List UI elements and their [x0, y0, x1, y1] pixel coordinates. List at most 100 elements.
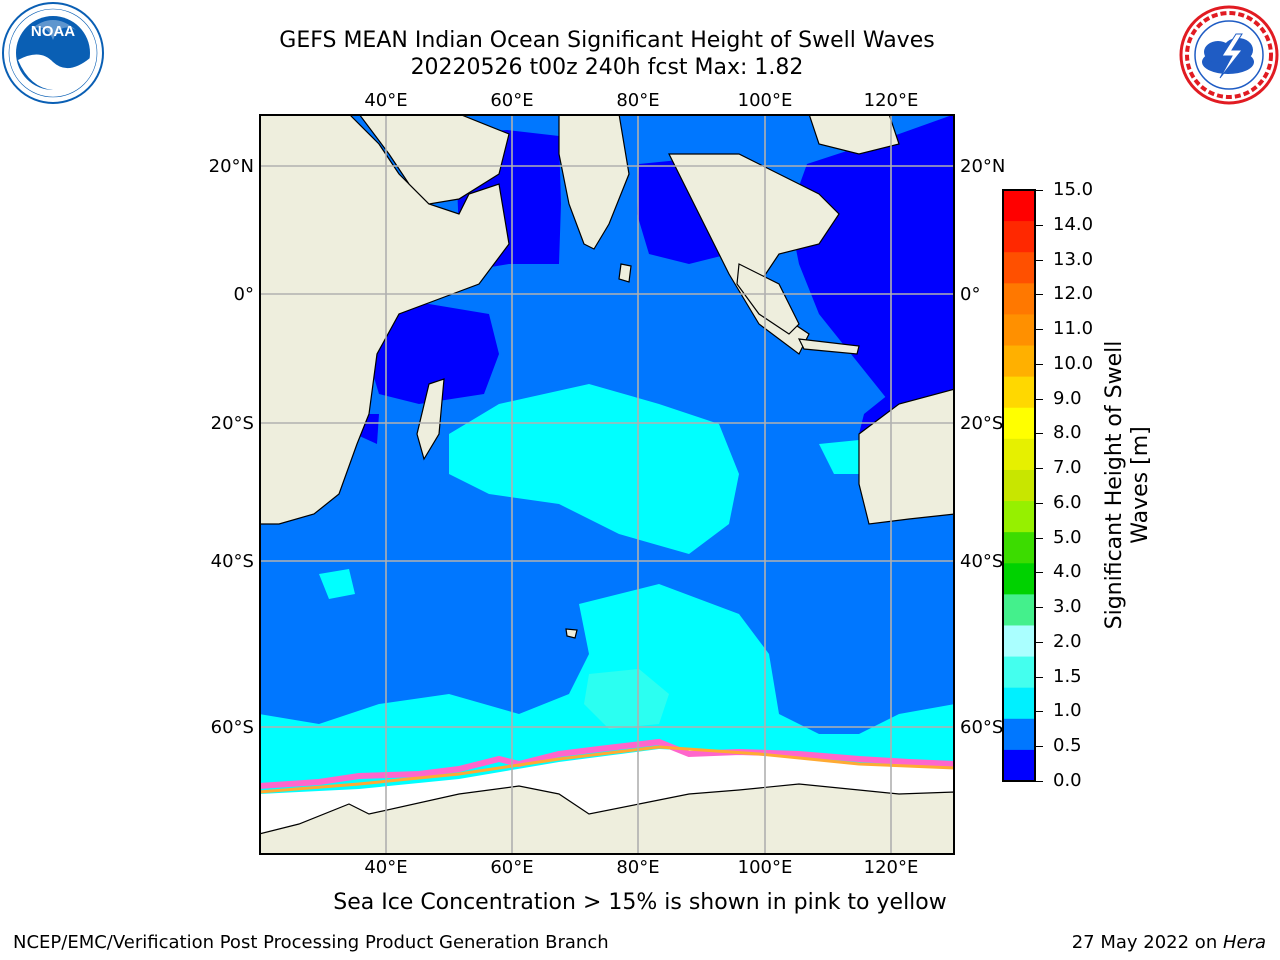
map-subtitle: 20220526 t00z 240h fcst Max: 1.82 — [410, 55, 804, 80]
footer-host: Hera — [1222, 932, 1266, 953]
ice-edge — [259, 738, 955, 789]
colorbar-title-line2: Waves [m] — [1128, 426, 1153, 544]
land-kerguelen — [565, 628, 578, 639]
colorbar-tick-label: 12.0 — [1053, 283, 1094, 305]
lat-label-right-60s: 60°S — [960, 717, 1004, 738]
lon-label-bottom-40e: 40°E — [364, 857, 408, 878]
colorbar-tick-label: 5.0 — [1053, 526, 1082, 548]
colorbar-swatch — [1003, 469, 1035, 502]
colorbar-swatch — [1003, 563, 1035, 595]
colorbar — [1002, 189, 1036, 782]
colorbar-tick — [1036, 224, 1043, 226]
colorbar-tick — [1036, 502, 1043, 504]
land — [259, 114, 955, 855]
colorbar-tick — [1036, 537, 1043, 539]
colorbar-tick-label: 3.0 — [1053, 596, 1082, 618]
colorbar-tick — [1036, 607, 1043, 609]
colorbar-title-line1: Significant Height of Swell — [1102, 340, 1127, 630]
lat-label-right-0: 0° — [960, 284, 981, 305]
footer-date-text: 27 May 2022 on — [1071, 932, 1223, 953]
colorbar-tick — [1036, 259, 1043, 261]
colorbar-tick — [1036, 398, 1043, 400]
lon-label-top-120e: 120°E — [863, 90, 919, 111]
land-antarctica — [259, 783, 955, 855]
lon-label-bottom-120e: 120°E — [863, 857, 919, 878]
lat-label-left-40s: 40°S — [210, 551, 254, 572]
colorbar-tick-label: 2.0 — [1053, 630, 1082, 652]
lat-label-right-40s: 40°S — [960, 551, 1004, 572]
lat-label-left-0: 0° — [233, 284, 254, 305]
colorbar-tick-label: 7.0 — [1053, 457, 1082, 479]
colorbar-tick — [1036, 329, 1043, 331]
lon-label-bottom-60e: 60°E — [490, 857, 534, 878]
colorbar-tick — [1036, 363, 1043, 365]
colorbar-tick — [1036, 746, 1043, 748]
colorbar-swatch — [1003, 252, 1035, 284]
colorbar-tick — [1036, 711, 1043, 713]
colorbar-tick-label: 1.0 — [1053, 700, 1082, 722]
nws-logo — [1179, 5, 1279, 105]
colorbar-swatch — [1003, 376, 1035, 409]
colorbar-swatch — [1003, 501, 1035, 533]
colorbar-swatch — [1003, 625, 1035, 658]
graticule — [259, 114, 955, 855]
land-asia-north — [808, 114, 900, 155]
colorbar-tick-label: 9.0 — [1053, 387, 1082, 409]
land-madagascar — [416, 378, 445, 461]
colorbar-swatch — [1003, 345, 1035, 378]
colorbar-tick-label: 1.5 — [1053, 665, 1082, 687]
lat-label-left-20n: 20°N — [208, 156, 254, 177]
colorbar-tick — [1036, 572, 1043, 574]
lon-label-top-100e: 100°E — [737, 90, 793, 111]
lat-label-left-20s: 20°S — [210, 413, 254, 434]
ice-edge-inner — [259, 745, 955, 794]
colorbar-swatch — [1003, 687, 1035, 720]
colorbar-swatch — [1003, 532, 1035, 564]
ocean-map — [259, 114, 955, 855]
colorbar-tick — [1036, 641, 1043, 643]
colorbar-border — [1002, 189, 1036, 782]
lat-label-right-20n: 20°N — [960, 156, 1006, 177]
lon-label-top-40e: 40°E — [364, 90, 408, 111]
colorbar-swatch — [1003, 718, 1035, 751]
land-java — [797, 338, 860, 355]
colorbar-tick-label: 4.0 — [1053, 561, 1082, 583]
noaa-logo-text: NOAA — [31, 23, 75, 40]
lon-label-top-80e: 80°E — [616, 90, 660, 111]
colorbar-tick-label: 14.0 — [1053, 213, 1094, 235]
colorbar-swatch — [1003, 407, 1035, 440]
colorbar-tick-label: 0.0 — [1053, 770, 1082, 791]
land-sumatra — [736, 263, 800, 335]
colorbar-tick — [1036, 676, 1043, 678]
colorbar-swatch — [1003, 438, 1035, 471]
colorbar-tick-label: 8.0 — [1053, 422, 1082, 444]
colorbar-swatch — [1003, 190, 1035, 222]
colorbar-swatch — [1003, 221, 1035, 253]
colorbar-swatch — [1003, 656, 1035, 689]
colorbar-tick — [1036, 781, 1043, 782]
land-india — [558, 114, 630, 250]
lat-label-left-60s: 60°S — [210, 717, 254, 738]
lon-label-top-60e: 60°E — [490, 90, 534, 111]
colorbar-tick — [1036, 294, 1043, 296]
colorbar-tick-label: 11.0 — [1053, 318, 1094, 340]
map-title: GEFS MEAN Indian Ocean Significant Heigh… — [279, 28, 935, 53]
footer-branch: NCEP/EMC/Verification Post Processing Pr… — [13, 932, 609, 953]
sea-ice-caption: Sea Ice Concentration > 15% is shown in … — [333, 890, 947, 915]
colorbar-tick-label: 0.5 — [1053, 735, 1082, 757]
colorbar-tick-label: 10.0 — [1053, 352, 1094, 374]
colorbar-swatch — [1003, 749, 1035, 782]
colorbar-tick-label: 15.0 — [1053, 179, 1094, 200]
lat-label-right-20s: 20°S — [960, 413, 1004, 434]
colorbar-tick-label: 6.0 — [1053, 491, 1082, 513]
noaa-logo: NOAA — [2, 2, 104, 104]
colorbar-title: Significant Height of Swell Waves [m] — [1102, 295, 1154, 675]
colorbar-swatch — [1003, 594, 1035, 626]
colorbar-tick-label: 13.0 — [1053, 248, 1094, 270]
colorbar-tick — [1036, 468, 1043, 470]
lon-label-bottom-80e: 80°E — [616, 857, 660, 878]
footer-date: 27 May 2022 on Hera — [1072, 932, 1266, 953]
lon-label-bottom-100e: 100°E — [737, 857, 793, 878]
peak-swell-region — [584, 669, 669, 729]
colorbar-tick — [1036, 190, 1043, 191]
